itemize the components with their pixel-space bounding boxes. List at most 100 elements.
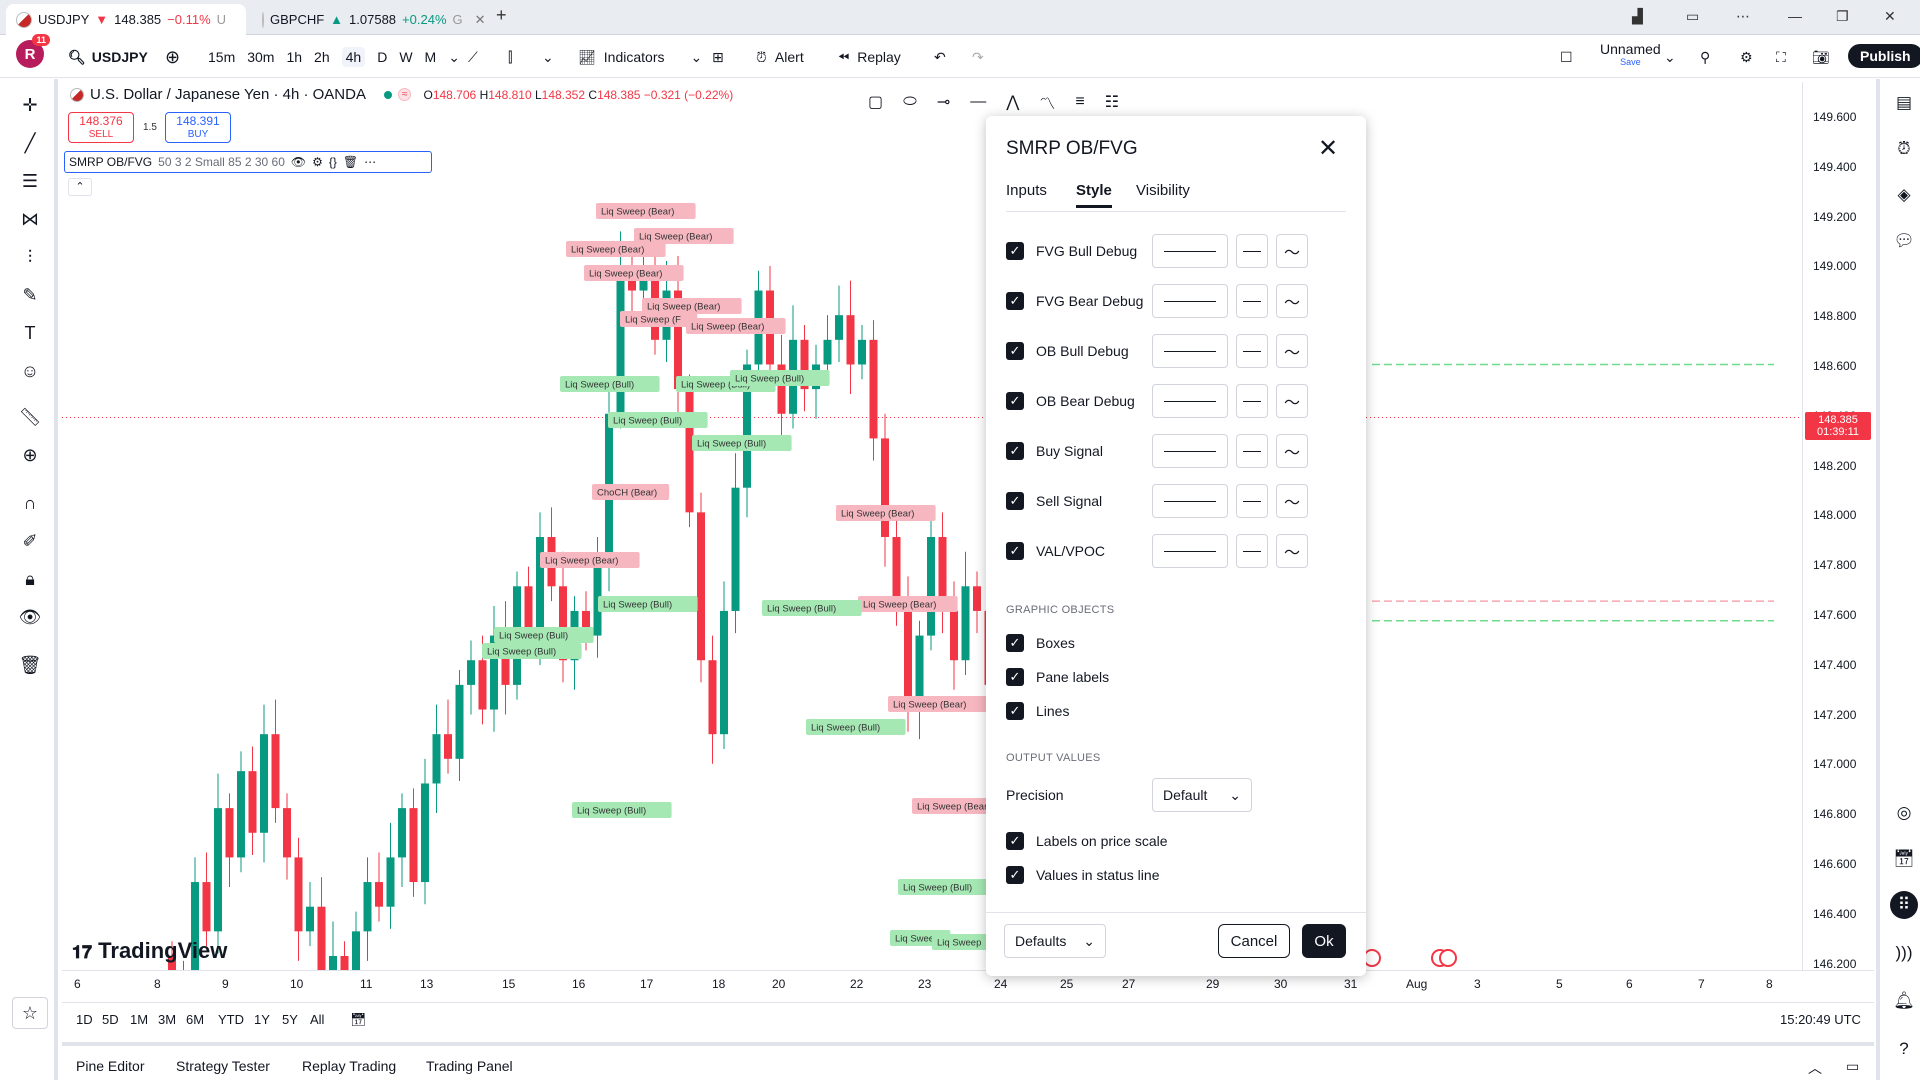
crosshair-icon[interactable]: ✛ (22, 95, 38, 115)
chart-pane[interactable]: Liq Sweep (Bear) Liq Sweep (Bear) Liq Swee… (62, 82, 1802, 970)
buy-button[interactable]: 148.391 BUY (165, 112, 231, 143)
checkbox-checked-icon[interactable]: ✓ (1006, 342, 1024, 360)
tab-pine-editor[interactable]: Pine Editor (76, 1058, 145, 1074)
tab-replay-trading[interactable]: Replay Trading (302, 1058, 397, 1074)
close-window-icon[interactable]: ✕ (1884, 8, 1896, 24)
line-color-button[interactable] (1152, 484, 1228, 518)
tab-gbpchf[interactable]: GBPCHF ▲ 1.07588 +0.24% G ✕ (252, 4, 492, 35)
plot-row[interactable]: ✓ VAL/VPOC (1006, 538, 1105, 564)
compare-add-icon[interactable]: ⊕ (165, 46, 181, 67)
chart-stats-icon[interactable]: ▟ (1632, 8, 1643, 24)
layout-checkbox[interactable]: ☐ (1560, 48, 1573, 65)
line-width-button[interactable] (1236, 284, 1268, 318)
timeframe-1h[interactable]: 1h (286, 49, 303, 65)
checkbox-checked-icon[interactable]: ✓ (1006, 866, 1024, 884)
close-icon[interactable]: ✕ (1318, 135, 1339, 162)
checkbox-checked-icon[interactable]: ✓ (1006, 668, 1024, 686)
quick-search-icon[interactable]: ⚲ (1700, 48, 1711, 65)
trash-icon[interactable]: 🗑︎ (18, 655, 42, 675)
ok-button[interactable]: Ok (1302, 924, 1346, 958)
plot-row[interactable]: ✓ OB Bear Debug (1006, 388, 1135, 414)
plot-type-button[interactable]: 〜 (1276, 434, 1308, 468)
emoji-icon[interactable]: ☺ (20, 361, 40, 381)
more-icon[interactable]: ⋯ (364, 155, 377, 169)
source-code-icon[interactable]: {} (328, 155, 337, 169)
utc-clock[interactable]: 15:20:49 UTC (1780, 1012, 1861, 1027)
line-color-button[interactable] (1152, 284, 1228, 318)
camera-icon[interactable]: 📷︎ (1812, 48, 1830, 65)
timeframe-4h[interactable]: 4h (341, 47, 366, 67)
trendline-icon[interactable]: ╱ (24, 133, 36, 153)
layout-name[interactable]: Unnamed Save (1600, 42, 1661, 67)
collapse-legend-icon[interactable]: ⌃ (68, 178, 92, 196)
range-6m[interactable]: 6M (186, 1012, 205, 1027)
checkbox-checked-icon[interactable]: ✓ (1006, 392, 1024, 410)
range-5d[interactable]: 5D (102, 1012, 119, 1027)
alerts-icon[interactable]: ⏰︎ (1897, 139, 1911, 158)
range-1y[interactable]: 1Y (254, 1012, 270, 1027)
time-axis[interactable]: 6 8 9 10 11 13 15 16 17 18 20 22 23 24 25 27 29 30 31 Aug 3 5… (62, 970, 1874, 998)
line-width-button[interactable] (1236, 334, 1268, 368)
range-1d[interactable]: 1D (76, 1012, 93, 1027)
tab-trading-panel[interactable]: Trading Panel (426, 1058, 513, 1074)
settings-icon[interactable]: ⚙ (1740, 48, 1753, 65)
defaults-dropdown[interactable]: Defaults ⌄ (1004, 924, 1106, 958)
line-color-button[interactable] (1152, 434, 1228, 468)
checkbox-checked-icon[interactable]: ✓ (1006, 832, 1024, 850)
target-icon[interactable]: ◎ (1896, 803, 1912, 822)
plot-type-button[interactable]: 〜 (1276, 534, 1308, 568)
rectangle-icon[interactable]: ▢ (868, 94, 884, 111)
checkbox-row-boxes[interactable]: ✓ Boxes (1006, 630, 1075, 656)
watchlist-icon[interactable]: ▤ (1895, 93, 1913, 112)
close-tab-icon[interactable]: ✕ (474, 11, 486, 27)
timeframe-d[interactable]: D (377, 49, 388, 65)
indicators-button[interactable]: 📈︎ Indicators ⌄ (578, 45, 702, 69)
indicator-legend[interactable]: SMRP OB/FVG 50 3 2 Small 85 2 30 60 👁︎ ⚙… (64, 151, 432, 173)
plot-type-button[interactable]: 〜 (1276, 334, 1308, 368)
line-width-button[interactable] (1236, 384, 1268, 418)
settings-lines-icon[interactable]: ☷ (1104, 94, 1120, 111)
avatar[interactable]: R 11 (16, 34, 50, 68)
trash-icon[interactable]: 🗑︎ (342, 155, 359, 169)
chevron-down-icon[interactable]: ⌄ (542, 48, 554, 65)
horizontal-line-icon[interactable]: — (970, 93, 987, 110)
range-3m[interactable]: 3M (158, 1012, 177, 1027)
tab-style[interactable]: Style (1076, 182, 1112, 208)
zoom-icon[interactable]: ⊕ (22, 445, 38, 465)
plot-type-button[interactable]: 〜 (1276, 234, 1308, 268)
eye-icon[interactable]: 👁︎ (290, 155, 307, 169)
new-tab-icon[interactable]: + (496, 5, 507, 25)
plot-row[interactable]: ✓ Buy Signal (1006, 438, 1103, 464)
checkbox-checked-icon[interactable]: ✓ (1006, 634, 1024, 652)
checkbox-checked-icon[interactable]: ✓ (1006, 242, 1024, 260)
plot-row[interactable]: ✓ Sell Signal (1006, 488, 1102, 514)
checkbox-row-pane-labels[interactable]: ✓ Pane labels (1006, 664, 1109, 690)
checkbox-checked-icon[interactable]: ✓ (1006, 542, 1024, 560)
precision-select[interactable]: Default ⌄ (1152, 778, 1252, 812)
calendar-icon[interactable]: 📅︎ (1893, 849, 1915, 868)
range-1m[interactable]: 1M (130, 1012, 149, 1027)
plot-type-button[interactable]: 〜 (1276, 484, 1308, 518)
range-ytd[interactable]: YTD (218, 1012, 244, 1027)
chevron-down-icon[interactable]: ⌄ (1664, 48, 1676, 65)
lock-drawing-icon[interactable]: ✐ (22, 531, 38, 551)
line-width-button[interactable] (1236, 434, 1268, 468)
line-width-button[interactable] (1236, 484, 1268, 518)
ellipse-icon[interactable]: ⬭ (903, 93, 917, 110)
maximize-icon[interactable]: ❐ (1836, 8, 1849, 24)
minimize-icon[interactable]: — (1788, 8, 1802, 24)
maximize-panel-icon[interactable]: ▭ (1846, 1058, 1860, 1074)
timeframe-15m[interactable]: 15m (208, 49, 236, 65)
range-all[interactable]: All (310, 1012, 325, 1027)
tab-usdjpy[interactable]: USDJPY ▼ 148.385 −0.11% U (6, 4, 246, 35)
ruler-icon[interactable]: 📏︎ (18, 407, 42, 427)
text-icon[interactable]: T (24, 323, 36, 343)
feed-icon[interactable]: ))) (1895, 943, 1913, 962)
ray-icon[interactable]: ⊸ (936, 94, 951, 111)
checkbox-row-labels-price-scale[interactable]: ✓ Labels on price scale (1006, 828, 1168, 854)
plot-type-button[interactable]: 〜 (1276, 384, 1308, 418)
line-color-button[interactable] (1152, 234, 1228, 268)
tab-inputs[interactable]: Inputs (1006, 182, 1047, 199)
timeframe-w[interactable]: W (399, 49, 413, 65)
plot-row[interactable]: ✓ OB Bull Debug (1006, 338, 1129, 364)
